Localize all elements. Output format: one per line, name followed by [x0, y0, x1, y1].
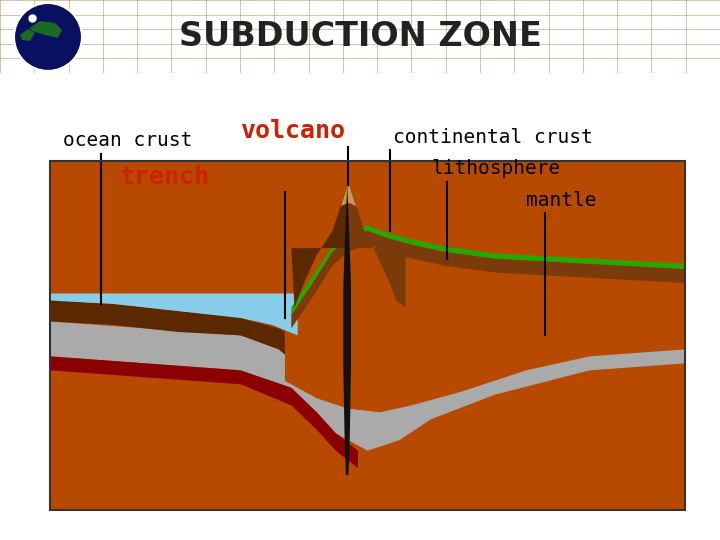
Polygon shape [292, 225, 685, 314]
Text: trench: trench [120, 165, 210, 188]
Polygon shape [292, 231, 685, 328]
Circle shape [14, 3, 82, 71]
Text: lithosphere: lithosphere [431, 159, 560, 178]
Polygon shape [348, 185, 405, 307]
Polygon shape [343, 185, 351, 475]
Polygon shape [50, 356, 358, 468]
Polygon shape [50, 293, 297, 335]
Polygon shape [30, 21, 62, 38]
Polygon shape [292, 185, 348, 307]
Text: SUBDUCTION ZONE: SUBDUCTION ZONE [179, 21, 541, 53]
Polygon shape [285, 245, 685, 510]
Polygon shape [20, 29, 35, 41]
Text: mantle: mantle [526, 191, 597, 210]
Polygon shape [50, 300, 329, 388]
Polygon shape [341, 184, 356, 206]
Text: continental crust: continental crust [393, 128, 593, 147]
Polygon shape [50, 321, 685, 451]
Text: volcano: volcano [240, 119, 346, 143]
Bar [50, 161, 685, 510]
Text: ocean crust: ocean crust [63, 131, 192, 150]
Bar [50, 161, 685, 510]
